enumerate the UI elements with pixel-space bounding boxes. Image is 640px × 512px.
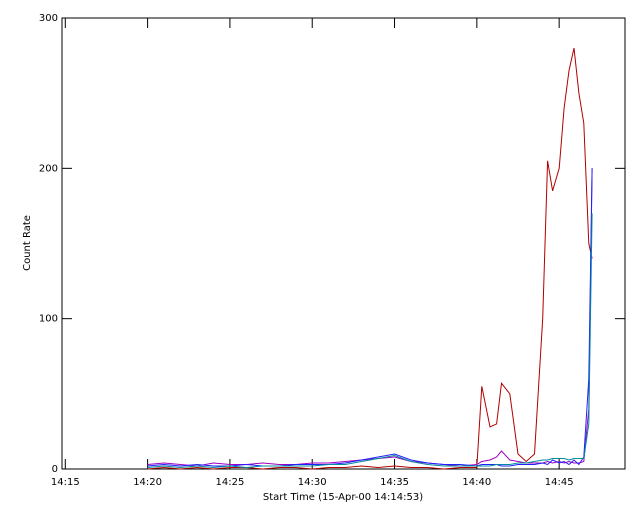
x-axis-label: Start Time (15-Apr-00 14:14:53) [263,492,423,503]
x-tick-label: 14:15 [51,477,80,488]
x-tick-label: 14:40 [462,477,491,488]
plot-frame [61,17,626,470]
x-tick-label: 14:35 [380,477,409,488]
x-tick-label: 14:45 [545,477,574,488]
y-axis-label: Count Rate [22,215,33,271]
y-tick-label: 200 [39,163,58,174]
series-line [147,168,593,467]
x-tick-label: 14:30 [298,477,327,488]
x-tick-label: 14:20 [133,477,162,488]
series-line [147,213,593,469]
y-tick-label: 0 [52,464,58,475]
x-tick-label: 14:25 [215,477,244,488]
series-line [147,47,593,470]
y-tick-label: 300 [39,13,58,24]
y-tick-label: 100 [39,314,58,325]
